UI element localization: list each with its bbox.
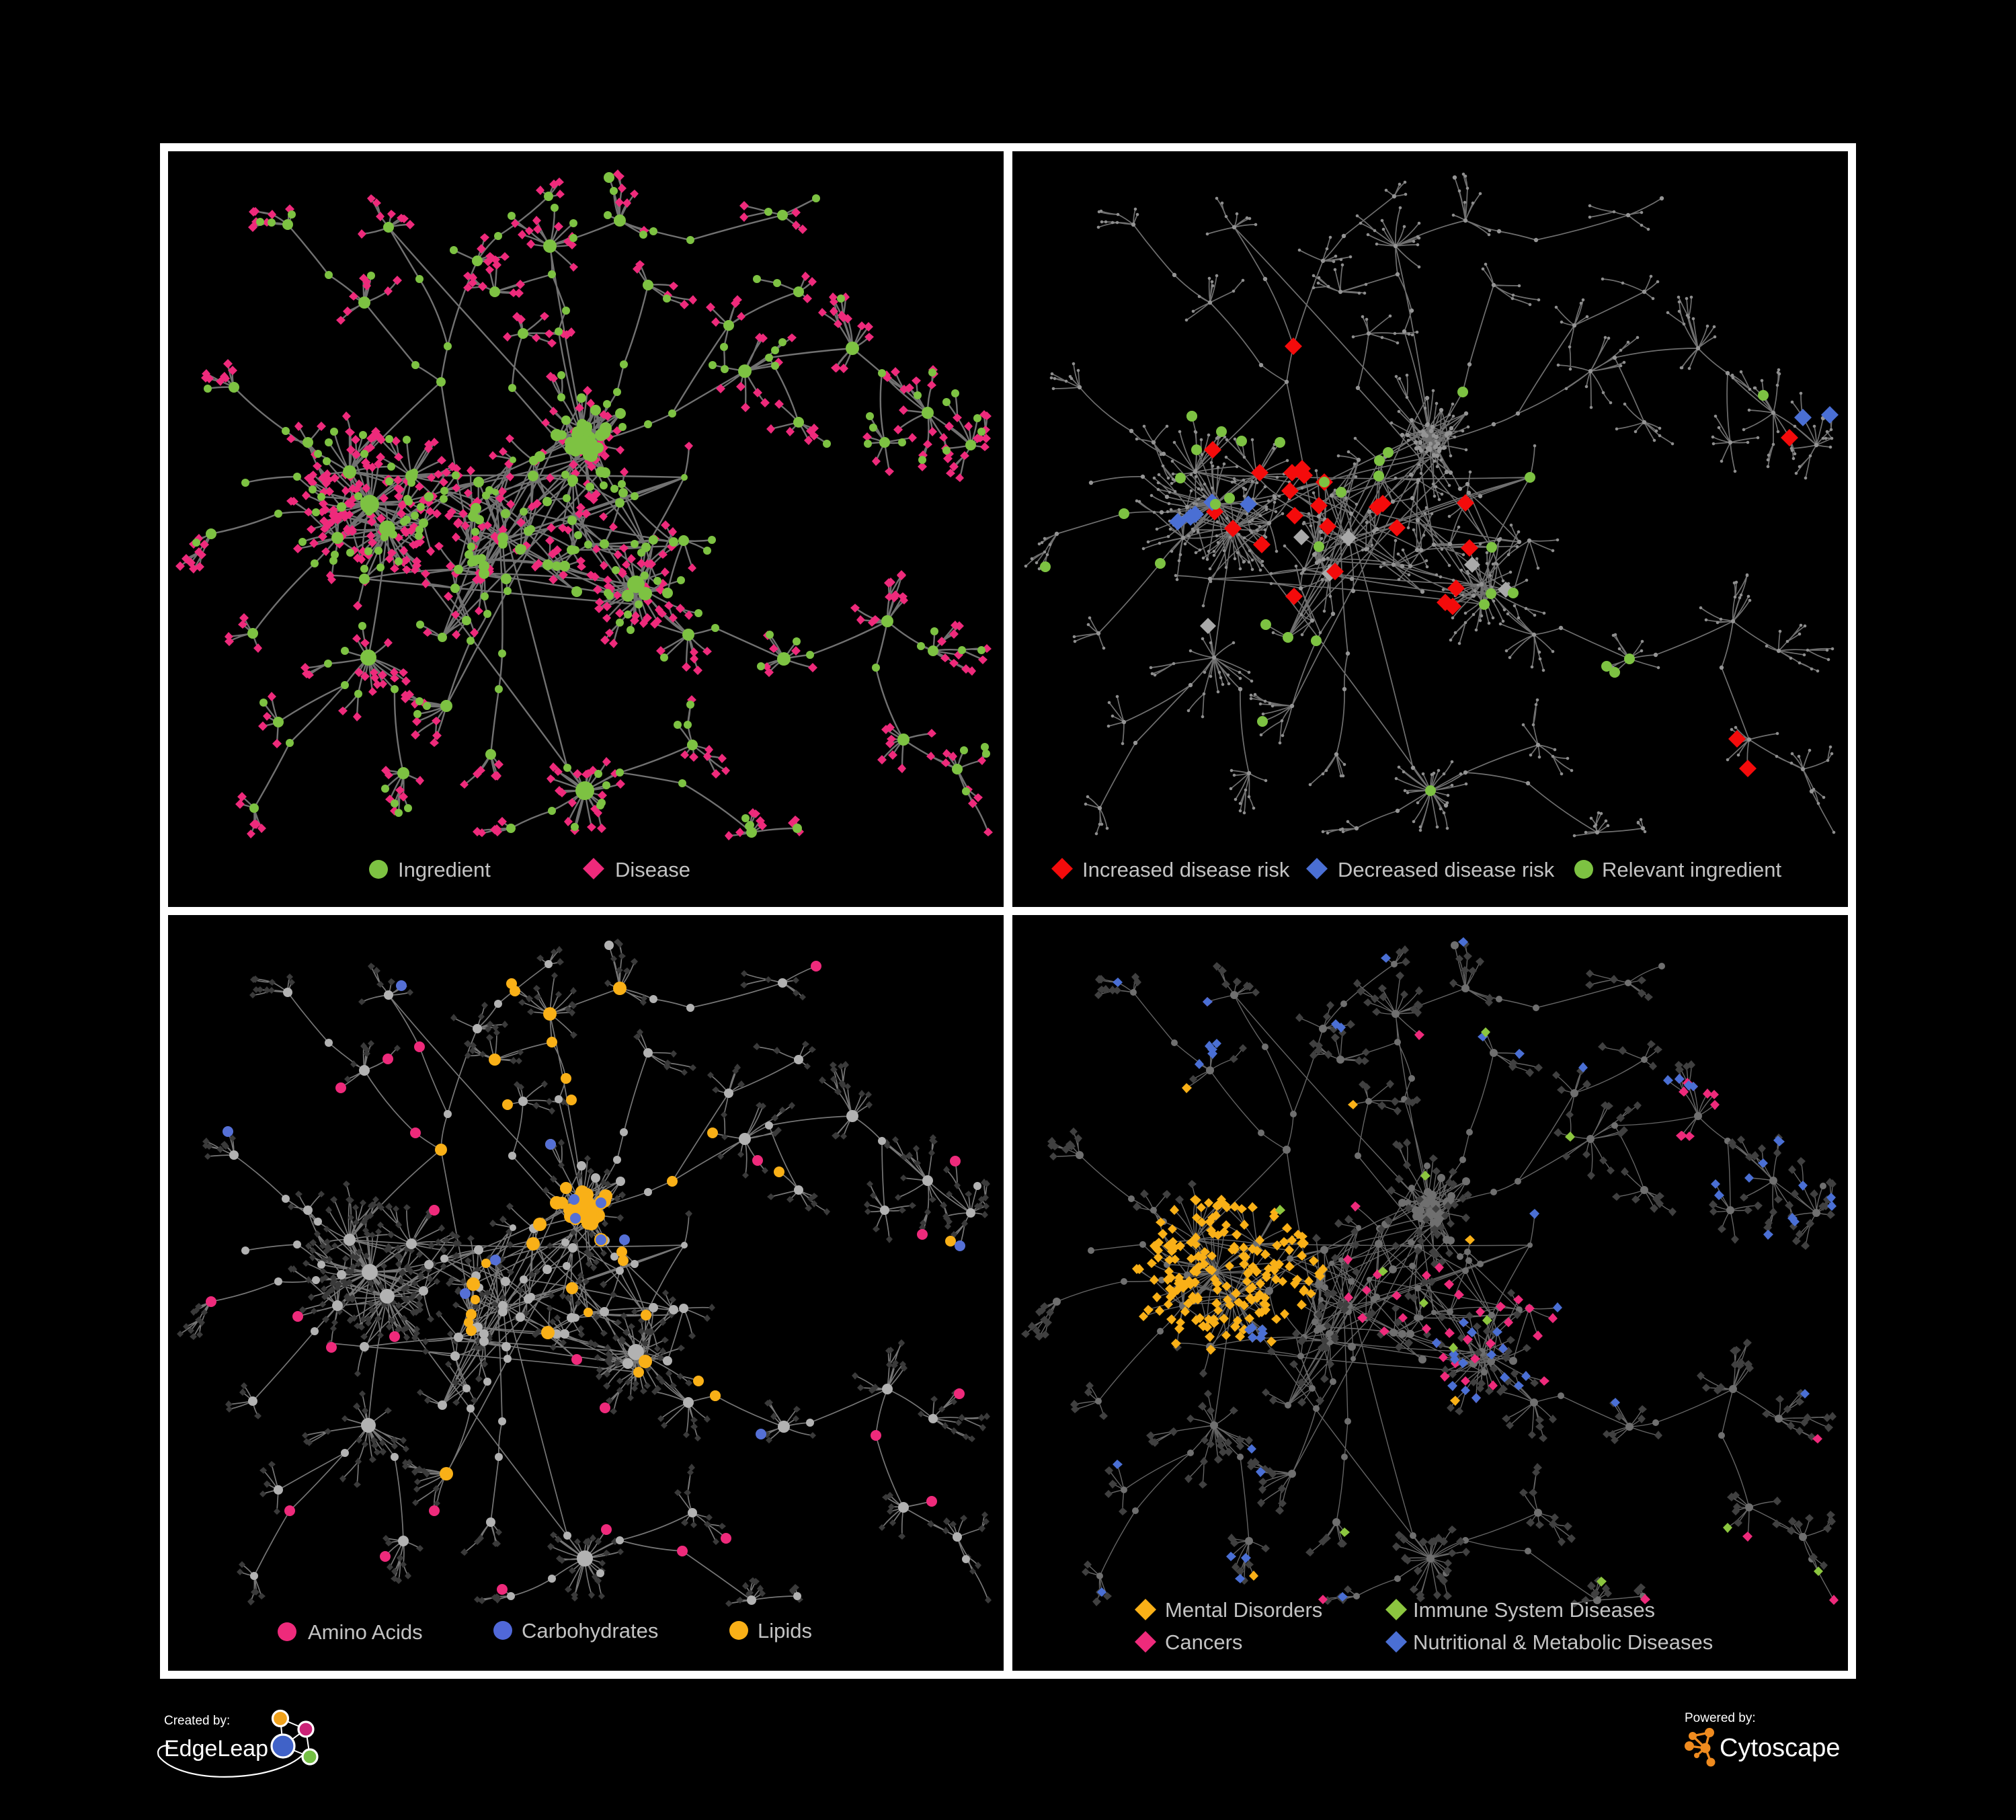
svg-text:Carbohydrates: Carbohydrates [522,1619,658,1643]
svg-text:Disease: Disease [615,858,690,881]
svg-text:Lipids: Lipids [758,1619,812,1643]
svg-text:Increased disease risk: Increased disease risk [1082,858,1290,881]
svg-text:Cancers: Cancers [1165,1630,1242,1654]
svg-text:Nutritional & Metabolic Diseas: Nutritional & Metabolic Diseases [1413,1630,1713,1654]
svg-text:Powered by:: Powered by: [1685,1711,1756,1725]
svg-text:Cytoscape: Cytoscape [1720,1734,1841,1762]
svg-text:Amino Acids: Amino Acids [308,1620,423,1644]
svg-text:Ingredient: Ingredient [398,858,491,881]
svg-text:Relevant ingredient: Relevant ingredient [1602,858,1782,881]
svg-text:Decreased disease risk: Decreased disease risk [1338,858,1555,881]
svg-text:EdgeLeap: EdgeLeap [164,1736,268,1762]
svg-text:Created by:: Created by: [164,1714,230,1728]
svg-text:Mental Disorders: Mental Disorders [1165,1598,1322,1622]
svg-text:Immune System Diseases: Immune System Diseases [1413,1598,1655,1622]
